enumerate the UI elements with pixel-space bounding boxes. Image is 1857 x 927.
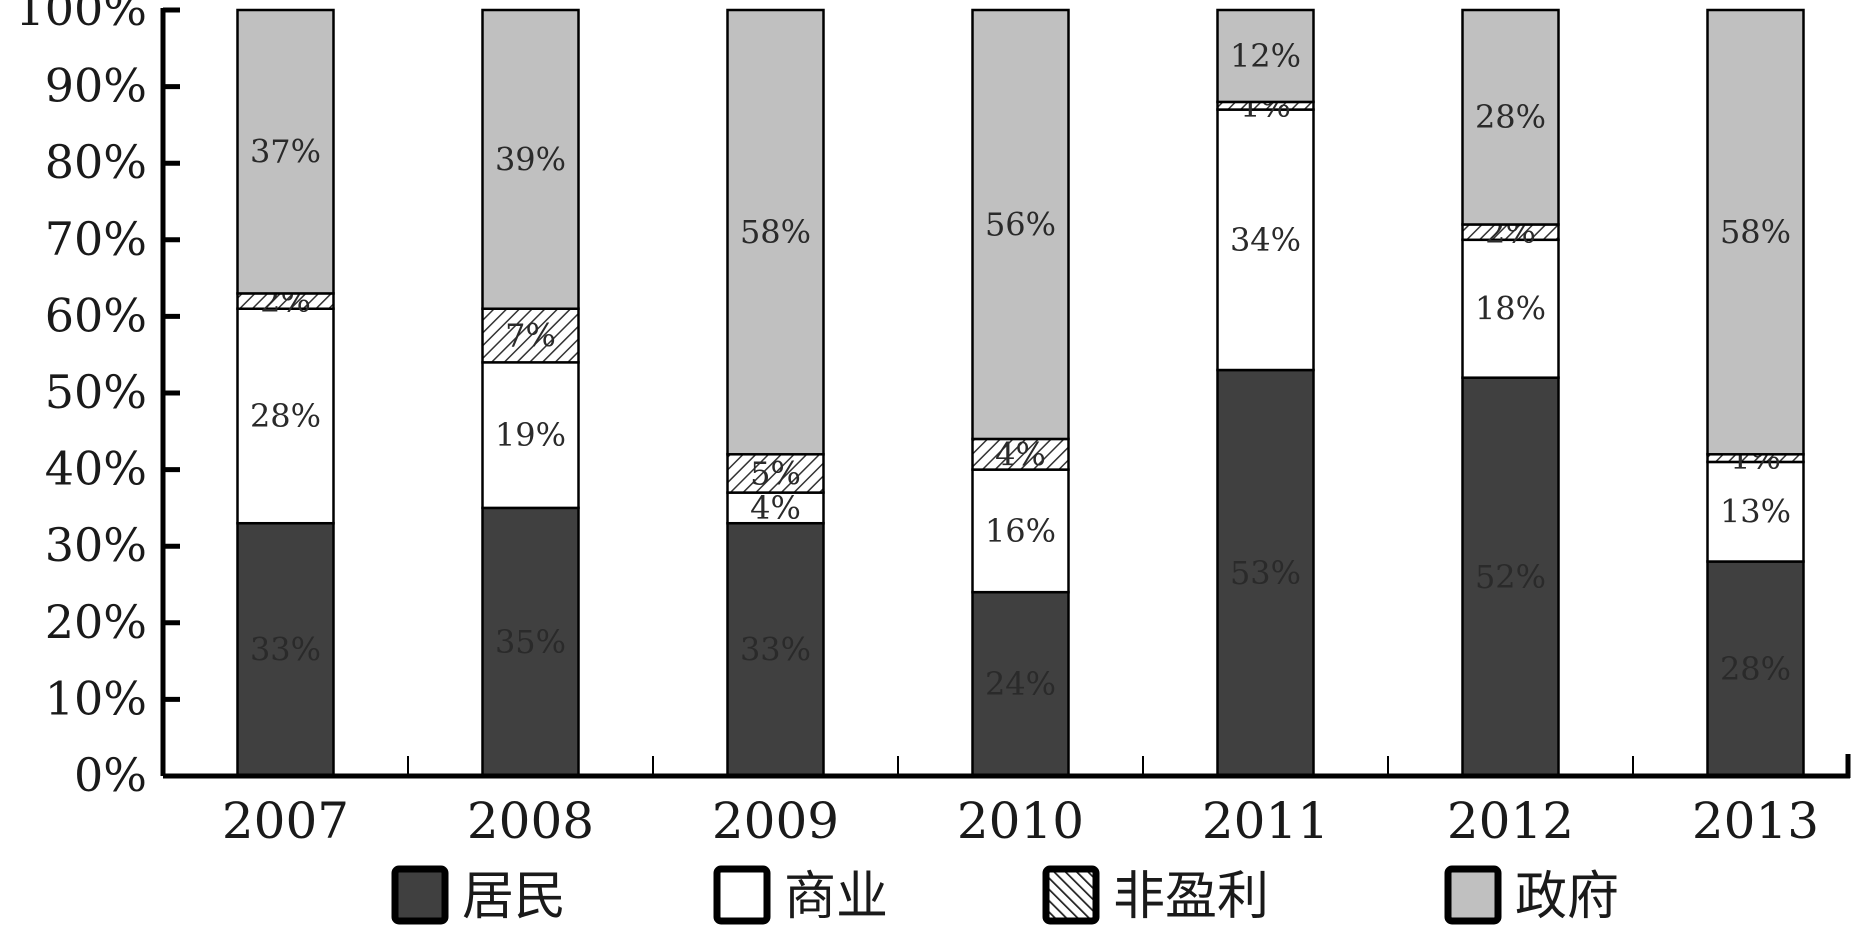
data-label: 13% [1720,493,1791,531]
bar-segment [726,521,825,778]
x-tick-label: 2013 [1692,792,1819,850]
data-label: 33% [740,631,811,669]
bar-2011: 53%34%1%12% [1216,8,1315,778]
x-tick-label: 2009 [712,792,839,850]
y-tick-label: 50% [45,365,147,419]
legend-label: 商业 [784,867,888,927]
y-tick-label: 100% [15,0,147,36]
data-label: 39% [495,140,566,178]
y-axis-tick-labels: 0% 10% 20% 30% 40% 50% 60% 70% 80% 90% 100% [15,0,147,802]
y-tick-label: 70% [45,212,147,266]
data-label: 58% [740,213,811,251]
x-tick-label: 2010 [957,792,1084,850]
bar-2008: 35% 19% 7% 39% [481,8,580,778]
data-label: 4% [750,489,801,527]
x-tick-label: 2012 [1447,792,1574,850]
data-label: 53% [1230,554,1301,592]
data-label: 52% [1475,558,1546,596]
data-label: 5% [750,454,801,492]
data-label: 4% [995,435,1046,473]
legend-item: 政府 [1444,865,1619,927]
bar-segment [1706,8,1805,456]
bar-segment [1216,8,1315,104]
bar-2010: 24% 16% 4% 56% [971,8,1070,778]
bars: 33%28%2%37%35%19%7%39%33%4%5%58%24%16%4%… [236,8,1805,778]
legend-swatch [1444,865,1502,925]
bar-2013: 28%13%1%58% [1706,8,1805,778]
x-axis-tick-labels: 2007 2008 2009 2010 2011 2012 2013 [222,792,1819,850]
bar-2009: 33% 4%5% 58% [726,8,825,778]
bar-segment [971,8,1070,441]
bar-segment [971,468,1070,594]
bar-segment [481,361,580,510]
y-tick-label: 10% [45,671,147,725]
legend-item: 非盈利 [1042,865,1269,927]
data-label: 12% [1230,37,1301,75]
data-label: 33% [250,631,321,669]
bar-segment [1461,8,1560,226]
y-tick-label: 20% [45,595,147,649]
legend-item: 居民 [391,865,566,927]
data-label: 28% [1720,650,1791,688]
y-tick-label: 40% [45,442,147,496]
data-label: 37% [250,133,321,171]
legend-swatch [713,865,771,925]
legend-swatch [391,865,449,925]
y-tick-label: 90% [45,59,147,113]
data-label: 18% [1475,290,1546,328]
data-label: 19% [495,416,566,454]
bar-segment [481,8,580,310]
x-tick-label: 2011 [1202,792,1329,850]
bar-2007: 33%28%2%37% [236,8,335,778]
axes [160,7,1851,779]
data-label: 35% [495,623,566,661]
data-label: 56% [985,205,1056,243]
bar-segment [236,8,335,295]
bar-segment [971,437,1070,471]
bar-2012: 52%18%2%28% [1461,8,1560,778]
data-label: 34% [1230,221,1301,259]
legend: 居民 商业 非盈利 政府 [391,865,1619,927]
data-label: 28% [250,397,321,435]
legend-label: 政府 [1515,867,1619,927]
data-label: 7% [505,317,556,355]
legend-item: 商业 [713,865,888,927]
data-label: 28% [1475,98,1546,136]
bar-segment [236,307,335,525]
bar-segment [1706,460,1805,563]
bar-segment [1461,376,1560,778]
bar-segment [481,307,580,364]
legend-swatch [1042,865,1100,925]
y-tick-label: 80% [45,135,147,189]
y-tick-label: 0% [74,748,147,802]
x-tick-label: 2008 [467,792,594,850]
legend-label: 非盈利 [1113,867,1269,927]
bar-segment [1461,238,1560,379]
x-tick-label: 2007 [222,792,349,850]
bar-segment [1216,368,1315,778]
data-label: 58% [1720,213,1791,251]
data-label: 24% [985,665,1056,703]
bar-segment [726,453,825,494]
bar-segment [726,8,825,456]
bar-segment [1216,108,1315,372]
y-tick-label: 30% [45,518,147,572]
y-tick-label: 60% [45,288,147,342]
bar-segment [236,521,335,778]
data-label: 16% [985,512,1056,550]
legend-label: 居民 [462,867,566,927]
